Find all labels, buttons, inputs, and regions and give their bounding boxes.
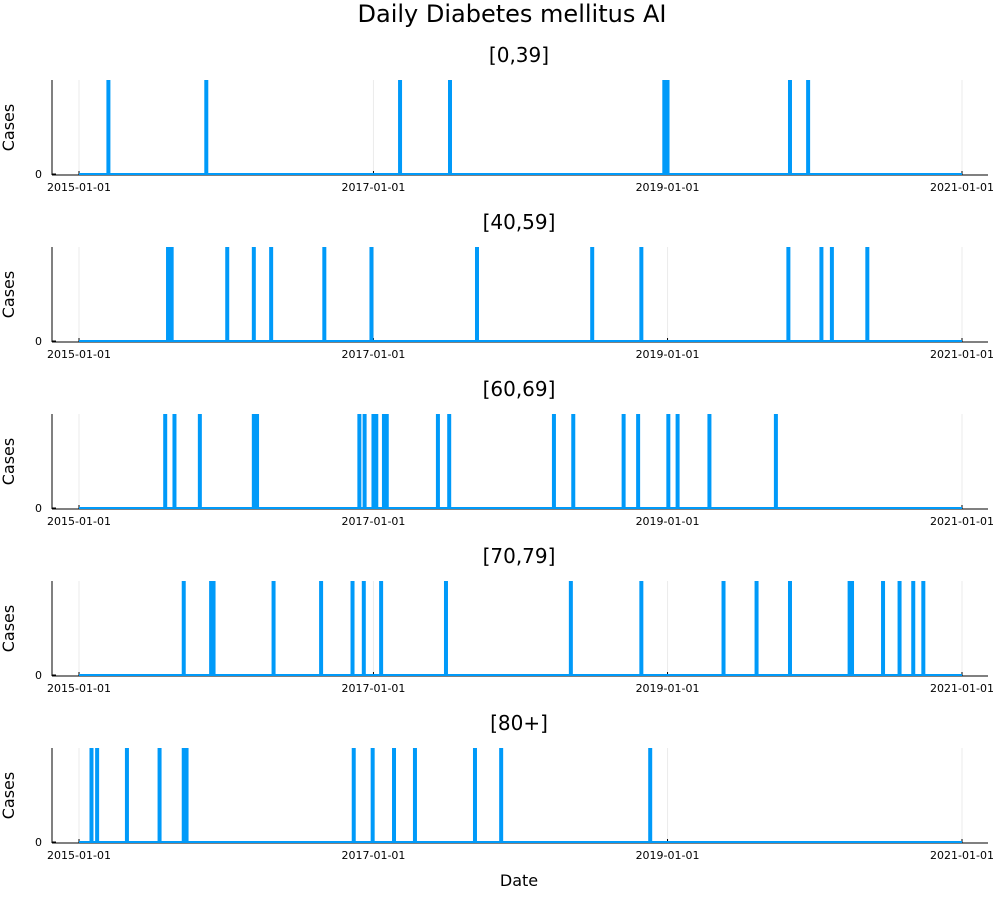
subplot-3: [60,69] Cases 0 2015-01-01 2017-01-01 2019-01… (0, 377, 994, 528)
x-tick-label: 2021-01-01 (930, 348, 994, 361)
x-tick-label: 2017-01-01 (341, 515, 405, 528)
subplot-title: [80+] (490, 711, 548, 735)
y-axis-label: Cases (0, 438, 18, 486)
x-tick-label: 2017-01-01 (341, 849, 405, 862)
chart-title: Daily Diabetes mellitus AI (358, 0, 667, 28)
y-tick-label: 0 (35, 669, 42, 682)
x-tick-label: 2019-01-01 (636, 682, 700, 695)
subplot-title: [0,39] (489, 43, 549, 67)
x-tick-label: 2015-01-01 (47, 515, 111, 528)
x-tick-label: 2019-01-01 (636, 348, 700, 361)
x-tick-label: 2021-01-01 (930, 849, 994, 862)
subplots: [0,39] Cases 0 2015-01-01 2017-01-01 2019-01-… (0, 43, 994, 862)
series-line (79, 748, 962, 843)
x-tick-label: 2017-01-01 (341, 682, 405, 695)
x-tick-label: 2015-01-01 (47, 348, 111, 361)
series-line (79, 247, 962, 342)
y-axis-label: Cases (0, 271, 18, 319)
subplot-title: [70,79] (483, 544, 556, 568)
x-tick-label: 2021-01-01 (930, 682, 994, 695)
x-tick-label: 2019-01-01 (636, 849, 700, 862)
y-axis-label: Cases (0, 772, 18, 820)
x-tick-label: 2019-01-01 (636, 181, 700, 194)
series-line (79, 414, 962, 509)
x-tick-label: 2015-01-01 (47, 682, 111, 695)
x-tick-label: 2021-01-01 (930, 515, 994, 528)
x-tick-label: 2017-01-01 (341, 348, 405, 361)
x-tick-label: 2019-01-01 (636, 515, 700, 528)
y-axis-label: Cases (0, 605, 18, 653)
x-tick-label: 2015-01-01 (47, 181, 111, 194)
x-tick-label: 2021-01-01 (930, 181, 994, 194)
y-tick-label: 0 (35, 335, 42, 348)
x-tick-label: 2017-01-01 (341, 181, 405, 194)
y-tick-label: 0 (35, 836, 42, 849)
subplot-title: [60,69] (483, 377, 556, 401)
subplot-1: [0,39] Cases 0 2015-01-01 2017-01-01 2019-01-… (0, 43, 994, 194)
subplot-5: [80+] Cases 0 2015-01-01 2017-01-01 2019-01-0… (0, 711, 994, 862)
x-axis-label: Date (500, 871, 538, 890)
y-tick-label: 0 (35, 502, 42, 515)
subplot-title: [40,59] (483, 210, 556, 234)
y-axis-label: Cases (0, 104, 18, 152)
subplot-2: [40,59] Cases 0 2015-01-01 2017-01-01 2019-01… (0, 210, 994, 361)
series-line (79, 80, 962, 175)
subplot-4: [70,79] Cases 0 2015-01-01 2017-01-01 2019-01… (0, 544, 994, 695)
y-tick-label: 0 (35, 168, 42, 181)
x-tick-label: 2015-01-01 (47, 849, 111, 862)
